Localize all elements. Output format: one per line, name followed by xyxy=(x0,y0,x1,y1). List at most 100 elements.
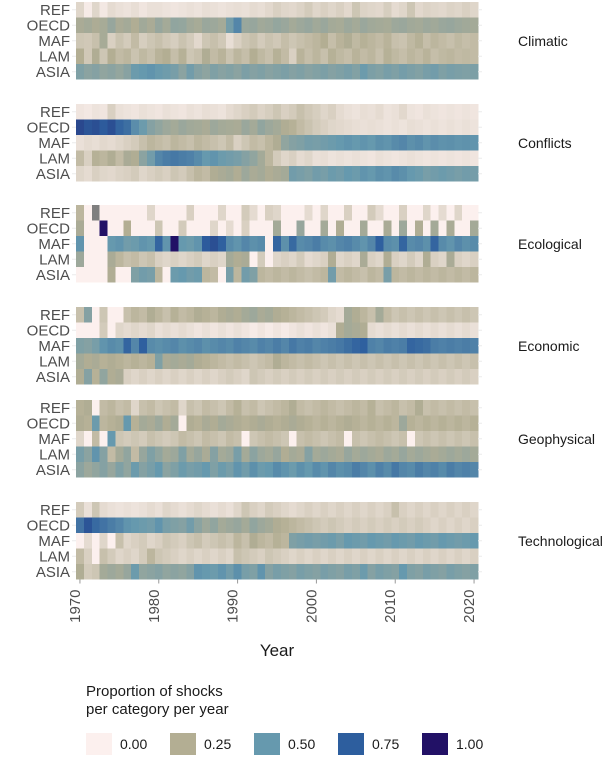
heatmap-cell xyxy=(139,150,148,166)
heatmap-cell xyxy=(241,33,250,49)
heatmap-cell xyxy=(162,548,171,564)
heatmap-cell xyxy=(186,166,195,182)
heatmap-cell xyxy=(249,236,258,252)
heatmap-cell xyxy=(131,564,140,580)
heatmap-cell xyxy=(146,267,156,283)
heatmap-cell xyxy=(91,236,101,252)
heatmap-cell xyxy=(414,150,424,166)
heatmap-cell xyxy=(123,307,132,323)
heatmap-cell xyxy=(273,119,282,135)
heatmap-cell xyxy=(257,446,266,462)
heatmap-cell xyxy=(280,119,290,135)
heatmap-cell xyxy=(288,564,298,580)
heatmap-cell xyxy=(99,64,108,80)
heatmap-cell xyxy=(280,236,290,252)
y-axis-tick-label-asia: ASIA xyxy=(36,64,70,81)
heatmap-cell xyxy=(414,353,424,369)
heatmap-cell xyxy=(131,307,140,323)
heatmap-cell xyxy=(344,166,353,182)
heatmap-cell xyxy=(430,446,439,462)
heatmap-cell xyxy=(344,33,353,49)
heatmap-cell xyxy=(257,104,266,120)
heatmap-cell xyxy=(375,462,384,478)
heatmap-cell xyxy=(107,267,116,283)
heatmap-cell xyxy=(288,322,298,338)
heatmap-cell xyxy=(91,104,101,120)
heatmap-cell xyxy=(414,564,424,580)
heatmap-cell xyxy=(407,48,416,64)
heatmap-cell xyxy=(336,517,345,533)
heatmap-cell xyxy=(76,548,85,564)
heatmap-cell xyxy=(265,564,274,580)
heatmap-cell xyxy=(391,369,400,385)
heatmap-cell xyxy=(162,533,171,549)
heatmap-cell xyxy=(462,2,471,18)
heatmap-cell xyxy=(241,48,250,64)
heatmap-cell xyxy=(383,135,392,151)
heatmap-cell xyxy=(139,17,148,33)
heatmap-cell xyxy=(154,267,164,283)
heatmap-cell xyxy=(351,564,361,580)
heatmap-cell xyxy=(280,205,290,221)
y-axis-tick-label-maf: MAF xyxy=(38,135,70,152)
heatmap-cell xyxy=(76,338,85,354)
heatmap-cell xyxy=(359,462,369,478)
heatmap-cell xyxy=(296,517,305,533)
heatmap-cell xyxy=(351,431,361,447)
heatmap-cell xyxy=(162,353,171,369)
y-axis-tick-label-ref: REF xyxy=(40,400,70,417)
heatmap-cell xyxy=(470,236,479,252)
heatmap-cell xyxy=(422,2,432,18)
heatmap-cell xyxy=(296,446,305,462)
heatmap-cell xyxy=(154,48,164,64)
heatmap-cell xyxy=(367,431,376,447)
heatmap-cell xyxy=(391,353,400,369)
heatmap-cell xyxy=(83,533,93,549)
heatmap-cell xyxy=(178,564,187,580)
heatmap-cell xyxy=(99,431,108,447)
heatmap-cell xyxy=(131,502,140,518)
panel-strip-label-ecological: Ecological xyxy=(518,236,582,252)
heatmap-cell xyxy=(194,64,203,80)
heatmap-cell xyxy=(217,322,227,338)
heatmap-cell xyxy=(210,338,219,354)
heatmap-cell xyxy=(233,548,242,564)
heatmap-cell xyxy=(470,307,479,323)
heatmap-cell xyxy=(202,119,211,135)
heatmap-cell xyxy=(131,517,140,533)
heatmap-cell xyxy=(328,533,337,549)
heatmap-cell xyxy=(115,236,124,252)
heatmap-cell xyxy=(146,548,156,564)
heatmap-cell xyxy=(83,517,93,533)
heatmap-cell xyxy=(202,431,211,447)
heatmap-cell xyxy=(454,502,463,518)
heatmap-cell xyxy=(383,369,392,385)
heatmap-cell xyxy=(115,400,124,416)
heatmap-cell xyxy=(115,462,124,478)
heatmap-cell xyxy=(225,533,235,549)
heatmap-cell xyxy=(383,338,392,354)
heatmap-cell xyxy=(170,205,179,221)
heatmap-cell xyxy=(194,307,203,323)
heatmap-cell xyxy=(217,415,227,431)
heatmap-cell xyxy=(154,446,164,462)
heatmap-cell xyxy=(123,48,132,64)
heatmap-cell xyxy=(446,353,455,369)
heatmap-cell xyxy=(312,548,321,564)
heatmap-cell xyxy=(249,104,258,120)
y-axis-tick-label-oecd: OECD xyxy=(27,119,71,136)
heatmap-cell xyxy=(280,431,290,447)
heatmap-cell xyxy=(454,517,463,533)
heatmap-cell xyxy=(131,338,140,354)
heatmap-cell xyxy=(186,564,195,580)
heatmap-cell xyxy=(280,220,290,236)
heatmap-cell xyxy=(217,135,227,151)
heatmap-cell xyxy=(430,2,439,18)
heatmap-cell xyxy=(391,150,400,166)
heatmap-cell xyxy=(194,400,203,416)
heatmap-cell xyxy=(399,338,408,354)
heatmap-cell xyxy=(391,431,400,447)
heatmap-cell xyxy=(470,135,479,151)
heatmap-cell xyxy=(107,150,116,166)
heatmap-cell xyxy=(383,431,392,447)
